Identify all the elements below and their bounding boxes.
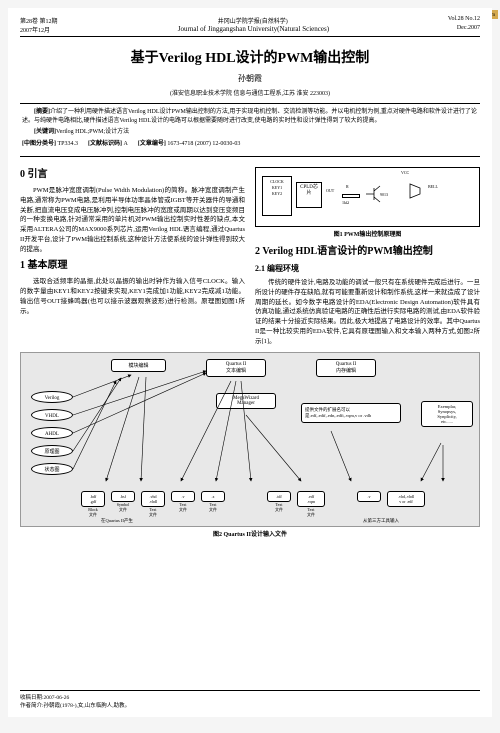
figure1-circuit: CLOCK KEY1 KEY2 CPLD芯片 OUT R 1kΩ VCC 901… bbox=[255, 167, 480, 227]
file-text3-label: Text 文件 bbox=[201, 502, 225, 513]
file-block-label: Block 文件 bbox=[81, 507, 105, 518]
fig1-chip: CPLD芯片 bbox=[296, 182, 322, 208]
file-text4-label: Text 文件 bbox=[267, 502, 291, 513]
header: 第28卷 第12期 井冈山学院学报(自然科学) Vol.28 No.12 200… bbox=[20, 16, 480, 37]
fig1-key2: KEY2 bbox=[265, 191, 289, 197]
sec0-title: 0 引言 bbox=[20, 167, 245, 182]
columns: 0 引言 PWM是脉冲宽度调制(Pulse Width Modulation)的… bbox=[20, 163, 480, 348]
date-cn: 2007年12月 bbox=[20, 25, 50, 34]
fig1-r: R bbox=[346, 184, 349, 190]
fig2-origin: 原理图 bbox=[31, 445, 73, 457]
paper-title: 基于Verilog HDL设计的PWM输出控制 bbox=[20, 47, 480, 67]
sec1-p1: 选取合适频率的晶振,此处以晶振的输出时钟作为输入信号CLOCK。输入的数字量由K… bbox=[20, 277, 245, 316]
fig2-note2: 从第三方工具输入 bbox=[363, 518, 399, 524]
file-text1-label: Text 文件 bbox=[141, 507, 165, 518]
fig1-vcc: VCC bbox=[401, 170, 409, 176]
fig1-rval: 1kΩ bbox=[342, 200, 349, 206]
sec2-title: 2 Verilog HDL语言设计的PWM输出控制 bbox=[255, 244, 480, 259]
abstract-text: 介绍了一种利用硬件描述语言Verilog HDL设计PWM输出控制的方法,用于实… bbox=[22, 109, 477, 124]
footer: 收稿日期:2007-06-26 作者简介:孙朝霞(1978-),女,山东临朐人,… bbox=[20, 690, 480, 709]
vol-cn: 第28卷 第12期 bbox=[20, 16, 58, 25]
fig2-verilog: Verilog bbox=[31, 391, 73, 403]
left-column: 0 引言 PWM是脉冲宽度调制(Pulse Width Modulation)的… bbox=[20, 163, 245, 348]
page: 第28卷 第12期 井冈山学院学报(自然科学) Vol.28 No.12 200… bbox=[8, 8, 492, 717]
doc-label: [文献标识码] bbox=[88, 141, 122, 147]
sec1-title: 1 基本原理 bbox=[20, 258, 245, 273]
bell-icon bbox=[406, 182, 426, 202]
right-column: CLOCK KEY1 KEY2 CPLD芯片 OUT R 1kΩ VCC 901… bbox=[255, 163, 480, 348]
affiliation: (淮安信息职业技术学院 信息与通信工程系,江苏 淮安 223003) bbox=[20, 88, 480, 97]
file-text2-label: Text 文件 bbox=[171, 502, 195, 513]
abstract-label: [摘要] bbox=[34, 109, 50, 115]
sec2-p1: 传统的硬件设计,电路及功能的调试一般只有在系统硬件完成后进行。一旦所设计的硬件存… bbox=[255, 278, 480, 346]
figure2: 模块编辑 Quartus II 文本编辑 Quartus II 内存编辑 Meg… bbox=[20, 352, 480, 527]
doc-code: A bbox=[124, 141, 128, 147]
fig1-trans: 9013 bbox=[380, 192, 388, 198]
fig2-vhdl: VHDL bbox=[31, 409, 73, 421]
fig1-out: OUT bbox=[326, 188, 334, 194]
abstract-box: [摘要]介绍了一种利用硬件描述语言Verilog HDL设计PWM输出控制的方法… bbox=[20, 103, 480, 157]
file-edf: .edf .vqm bbox=[297, 491, 325, 507]
fig2-mod: 模块编辑 bbox=[111, 359, 166, 372]
keywords-label: [关键词] bbox=[34, 129, 56, 135]
fig2-mem: Quartus II 内存编辑 bbox=[316, 359, 376, 377]
file-v2: .v bbox=[357, 491, 381, 502]
vol-en: Vol.28 No.12 bbox=[448, 16, 480, 25]
sec2-sub1: 2.1 编程环境 bbox=[255, 263, 480, 275]
journal-en: Journal of Jinggangshan University(Natur… bbox=[178, 25, 329, 34]
file-vhd2: .vhd,.vhdl v or .edf bbox=[387, 491, 425, 507]
article-label: [文章编号] bbox=[138, 141, 166, 147]
fig1-caption: 图1 PWM输出控制原理图 bbox=[255, 231, 480, 240]
fig2-ahdl: AHDL bbox=[31, 427, 73, 439]
file-bdf: .bdf .gdf bbox=[81, 491, 105, 507]
fig1-bell: BELL bbox=[428, 184, 438, 190]
author-info: 作者简介:孙朝霞(1978-),女,山东临朐人,助教。 bbox=[20, 701, 480, 709]
recv-date: 收稿日期:2007-06-26 bbox=[20, 693, 480, 701]
fig2-state: 状态图 bbox=[31, 463, 73, 475]
keywords: Verilog HDL;PWM;设计方法 bbox=[56, 129, 129, 135]
class-no: TP334.3 bbox=[58, 141, 79, 147]
sec0-p1: PWM是脉冲宽度调制(Pulse Width Modulation)的简称。脉冲… bbox=[20, 186, 245, 254]
article-no: 1673-4718 (2007) 12-0030-03 bbox=[167, 141, 240, 147]
class-label: [中图分类号] bbox=[22, 141, 56, 147]
file-tdf: .tdf bbox=[267, 491, 291, 502]
author: 孙朝霞 bbox=[20, 73, 480, 84]
file-x: .x bbox=[201, 491, 225, 502]
fig2-rightbox: Exemplar, Synopsys, Synplicity, etc.....… bbox=[421, 401, 473, 427]
file-vhd: .vhd .vhdl bbox=[141, 491, 165, 507]
file-symbol-label: Symbol 文件 bbox=[111, 502, 135, 513]
fig2-note: 在Quartus II产生 bbox=[101, 518, 133, 524]
journal-cn: 井冈山学院学报(自然科学) bbox=[218, 16, 288, 25]
file-bsf: .bsf bbox=[111, 491, 135, 502]
fig2-text: Quartus II 文本编辑 bbox=[206, 359, 266, 377]
fig2-sidenote: 提供文件的扩展名可以是.edf,.edif,.edn,.edfi,.vqm,v … bbox=[301, 403, 401, 423]
file-v: .v bbox=[171, 491, 195, 502]
file-text5-label: Text 文件 bbox=[297, 507, 325, 518]
date-en: Dec.2007 bbox=[457, 25, 480, 34]
fig2-caption: 图2 Quartus II设计输入文件 bbox=[20, 529, 480, 538]
fig2-mega: MegaWizard Manager bbox=[216, 393, 276, 409]
